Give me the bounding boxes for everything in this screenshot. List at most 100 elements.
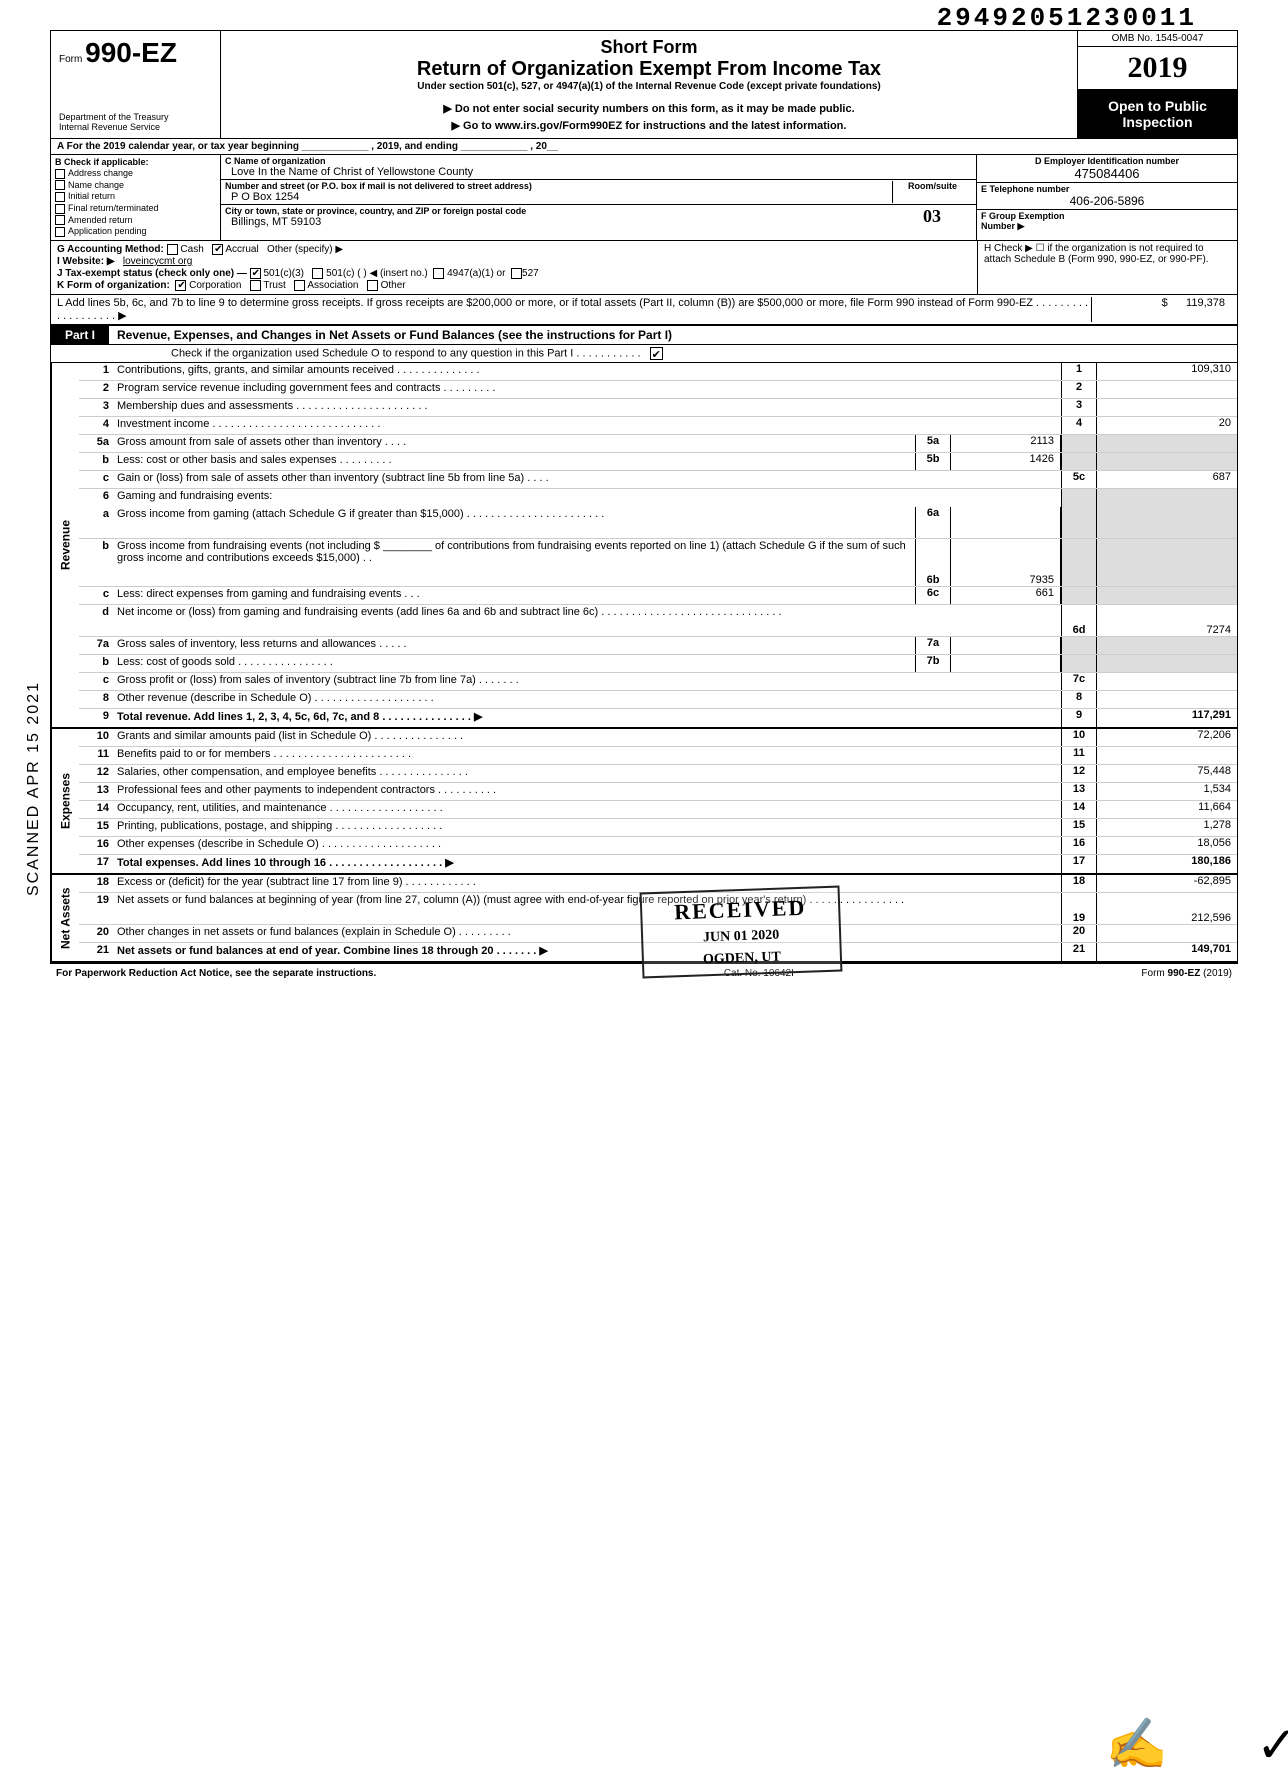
- c-roomsuite-label: Room/suite: [892, 181, 972, 203]
- amt-11: [1097, 747, 1237, 764]
- page-footer: For Paperwork Reduction Act Notice, see …: [50, 964, 1238, 983]
- b-header: B Check if applicable:: [55, 157, 216, 167]
- amt-7a: [951, 637, 1061, 654]
- chk-trust[interactable]: [250, 280, 261, 291]
- amt-16: 18,056: [1097, 837, 1237, 854]
- dln-number: 29492051230011: [937, 3, 1197, 33]
- f-group-exemption: F Group Exemption Number ▶: [977, 210, 1237, 240]
- revenue-label: Revenue: [51, 363, 79, 727]
- c-street-value: P O Box 1254: [225, 191, 892, 203]
- c-city: City or town, state or province, country…: [221, 205, 976, 229]
- amt-5a: 2113: [951, 435, 1061, 452]
- chk-accrual[interactable]: [212, 244, 223, 255]
- chk-cash[interactable]: [167, 244, 178, 255]
- d-ein: D Employer Identification number 4750844…: [977, 155, 1237, 183]
- c-name-label: C Name of organization: [225, 156, 972, 166]
- amt-10: 72,206: [1097, 729, 1237, 746]
- c-city-label: City or town, state or province, country…: [225, 206, 892, 216]
- amt-3: [1097, 399, 1237, 416]
- c-name-value: Love In the Name of Christ of Yellowston…: [225, 166, 972, 178]
- h-check: H Check ▶ ☐ if the organization is not r…: [977, 241, 1237, 294]
- open-to-public: Open to Public Inspection: [1078, 90, 1237, 138]
- part1-check-o: Check if the organization used Schedule …: [51, 345, 1237, 363]
- chk-4947[interactable]: [433, 268, 444, 279]
- e-tel-label: E Telephone number: [981, 184, 1069, 194]
- amt-6c: 661: [951, 587, 1061, 604]
- amt-15: 1,278: [1097, 819, 1237, 836]
- short-form-title: Short Form: [229, 37, 1069, 58]
- revenue-lines: 1Contributions, gifts, grants, and simil…: [79, 363, 1237, 727]
- expenses-label: Expenses: [51, 729, 79, 873]
- c-city-value: Billings, MT 59103: [225, 216, 892, 228]
- header-left: Form 990-EZ Department of the Treasury I…: [51, 31, 221, 138]
- c-street: Number and street (or P.O. box if mail i…: [221, 180, 976, 205]
- under-section: Under section 501(c), 527, or 4947(a)(1)…: [229, 81, 1069, 92]
- chk-application-pending[interactable]: Application pending: [55, 226, 216, 237]
- chk-amended-return[interactable]: Amended return: [55, 215, 216, 226]
- amt-6b: 7935: [951, 539, 1061, 586]
- website-value: loveincycmt org: [123, 256, 192, 267]
- header-row: Form 990-EZ Department of the Treasury I…: [51, 31, 1237, 139]
- l-text: L Add lines 5b, 6c, and 7b to line 9 to …: [57, 297, 1091, 322]
- chk-other[interactable]: [367, 280, 378, 291]
- chk-initial-return[interactable]: Initial return: [55, 191, 216, 202]
- chk-501c[interactable]: [312, 268, 323, 279]
- chk-corporation[interactable]: [175, 280, 186, 291]
- form-label: Form: [59, 54, 82, 65]
- d-ein-label: D Employer Identification number: [1035, 156, 1179, 166]
- header-center: Short Form Return of Organization Exempt…: [221, 31, 1077, 138]
- chk-501c3[interactable]: [250, 268, 261, 279]
- netassets-section: Net Assets 18Excess or (deficit) for the…: [51, 875, 1237, 963]
- return-title: Return of Organization Exempt From Incom…: [229, 58, 1069, 81]
- amt-1: 109,310: [1097, 363, 1237, 380]
- form-990ez-page1: 29492051230011 SCANNED APR 15 2021 Form …: [50, 30, 1238, 964]
- chk-name-change[interactable]: Name change: [55, 180, 216, 191]
- l-amount: $ 119,378: [1091, 297, 1231, 322]
- c-name: C Name of organization Love In the Name …: [221, 155, 976, 180]
- section-b-c-def: B Check if applicable: Address change Na…: [51, 155, 1237, 241]
- amt-17: 180,186: [1097, 855, 1237, 873]
- amt-4: 20: [1097, 417, 1237, 434]
- row-l-gross-receipts: L Add lines 5b, 6c, and 7b to line 9 to …: [51, 295, 1237, 326]
- amt-9: 117,291: [1097, 709, 1237, 727]
- row-a-taxyear: A For the 2019 calendar year, or tax yea…: [51, 139, 1237, 155]
- goto-url: ▶ Go to www.irs.gov/Form990EZ for instru…: [229, 119, 1069, 132]
- amt-8: [1097, 691, 1237, 708]
- amt-5b: 1426: [951, 453, 1061, 470]
- chk-527[interactable]: [511, 268, 522, 279]
- section-ghijk: G Accounting Method: Cash Accrual Other …: [51, 241, 1237, 295]
- form-no-big: 990-EZ: [85, 37, 177, 68]
- expenses-lines: 10Grants and similar amounts paid (list …: [79, 729, 1237, 873]
- part1-header: Part I Revenue, Expenses, and Changes in…: [51, 326, 1237, 345]
- ssn-notice: ▶ Do not enter social security numbers o…: [229, 102, 1069, 115]
- chk-final-return[interactable]: Final return/terminated: [55, 203, 216, 214]
- year-digits: 2019: [1128, 51, 1188, 84]
- amt-20: [1097, 925, 1237, 942]
- amt-13: 1,534: [1097, 783, 1237, 800]
- col-def: D Employer Identification number 4750844…: [977, 155, 1237, 240]
- handwritten-03: 03: [892, 206, 972, 228]
- initial-scribble: ✍: [1106, 1715, 1168, 1774]
- chk-address-change[interactable]: Address change: [55, 168, 216, 179]
- revenue-section: Revenue 1Contributions, gifts, grants, a…: [51, 363, 1237, 729]
- omb-number: OMB No. 1545-0047: [1078, 31, 1237, 47]
- j-tax-exempt: J Tax-exempt status (check only one) — 5…: [57, 268, 971, 279]
- netassets-lines: 18Excess or (deficit) for the year (subt…: [79, 875, 1237, 961]
- e-tel-value: 406-206-5896: [981, 194, 1233, 208]
- i-website: I Website: ▶ loveincycmt org: [57, 256, 971, 267]
- c-street-label: Number and street (or P.O. box if mail i…: [225, 181, 892, 191]
- header-right: OMB No. 1545-0047 2019 Open to Public In…: [1077, 31, 1237, 138]
- chk-schedule-o[interactable]: [650, 347, 663, 360]
- col-b-checkboxes: B Check if applicable: Address change Na…: [51, 155, 221, 240]
- e-telephone: E Telephone number 406-206-5896: [977, 183, 1237, 210]
- amt-5c: 687: [1097, 471, 1237, 488]
- checkmark-scribble: ✓: [1256, 1716, 1288, 1774]
- expenses-section: Expenses 10Grants and similar amounts pa…: [51, 729, 1237, 875]
- amt-18: -62,895: [1097, 875, 1237, 892]
- chk-association[interactable]: [294, 280, 305, 291]
- amt-6d: 7274: [1097, 605, 1237, 636]
- k-form-org: K Form of organization: Corporation Trus…: [57, 280, 971, 291]
- col-c-org-info: C Name of organization Love In the Name …: [221, 155, 977, 240]
- part1-tag: Part I: [51, 326, 109, 344]
- tax-year: 2019: [1078, 47, 1237, 90]
